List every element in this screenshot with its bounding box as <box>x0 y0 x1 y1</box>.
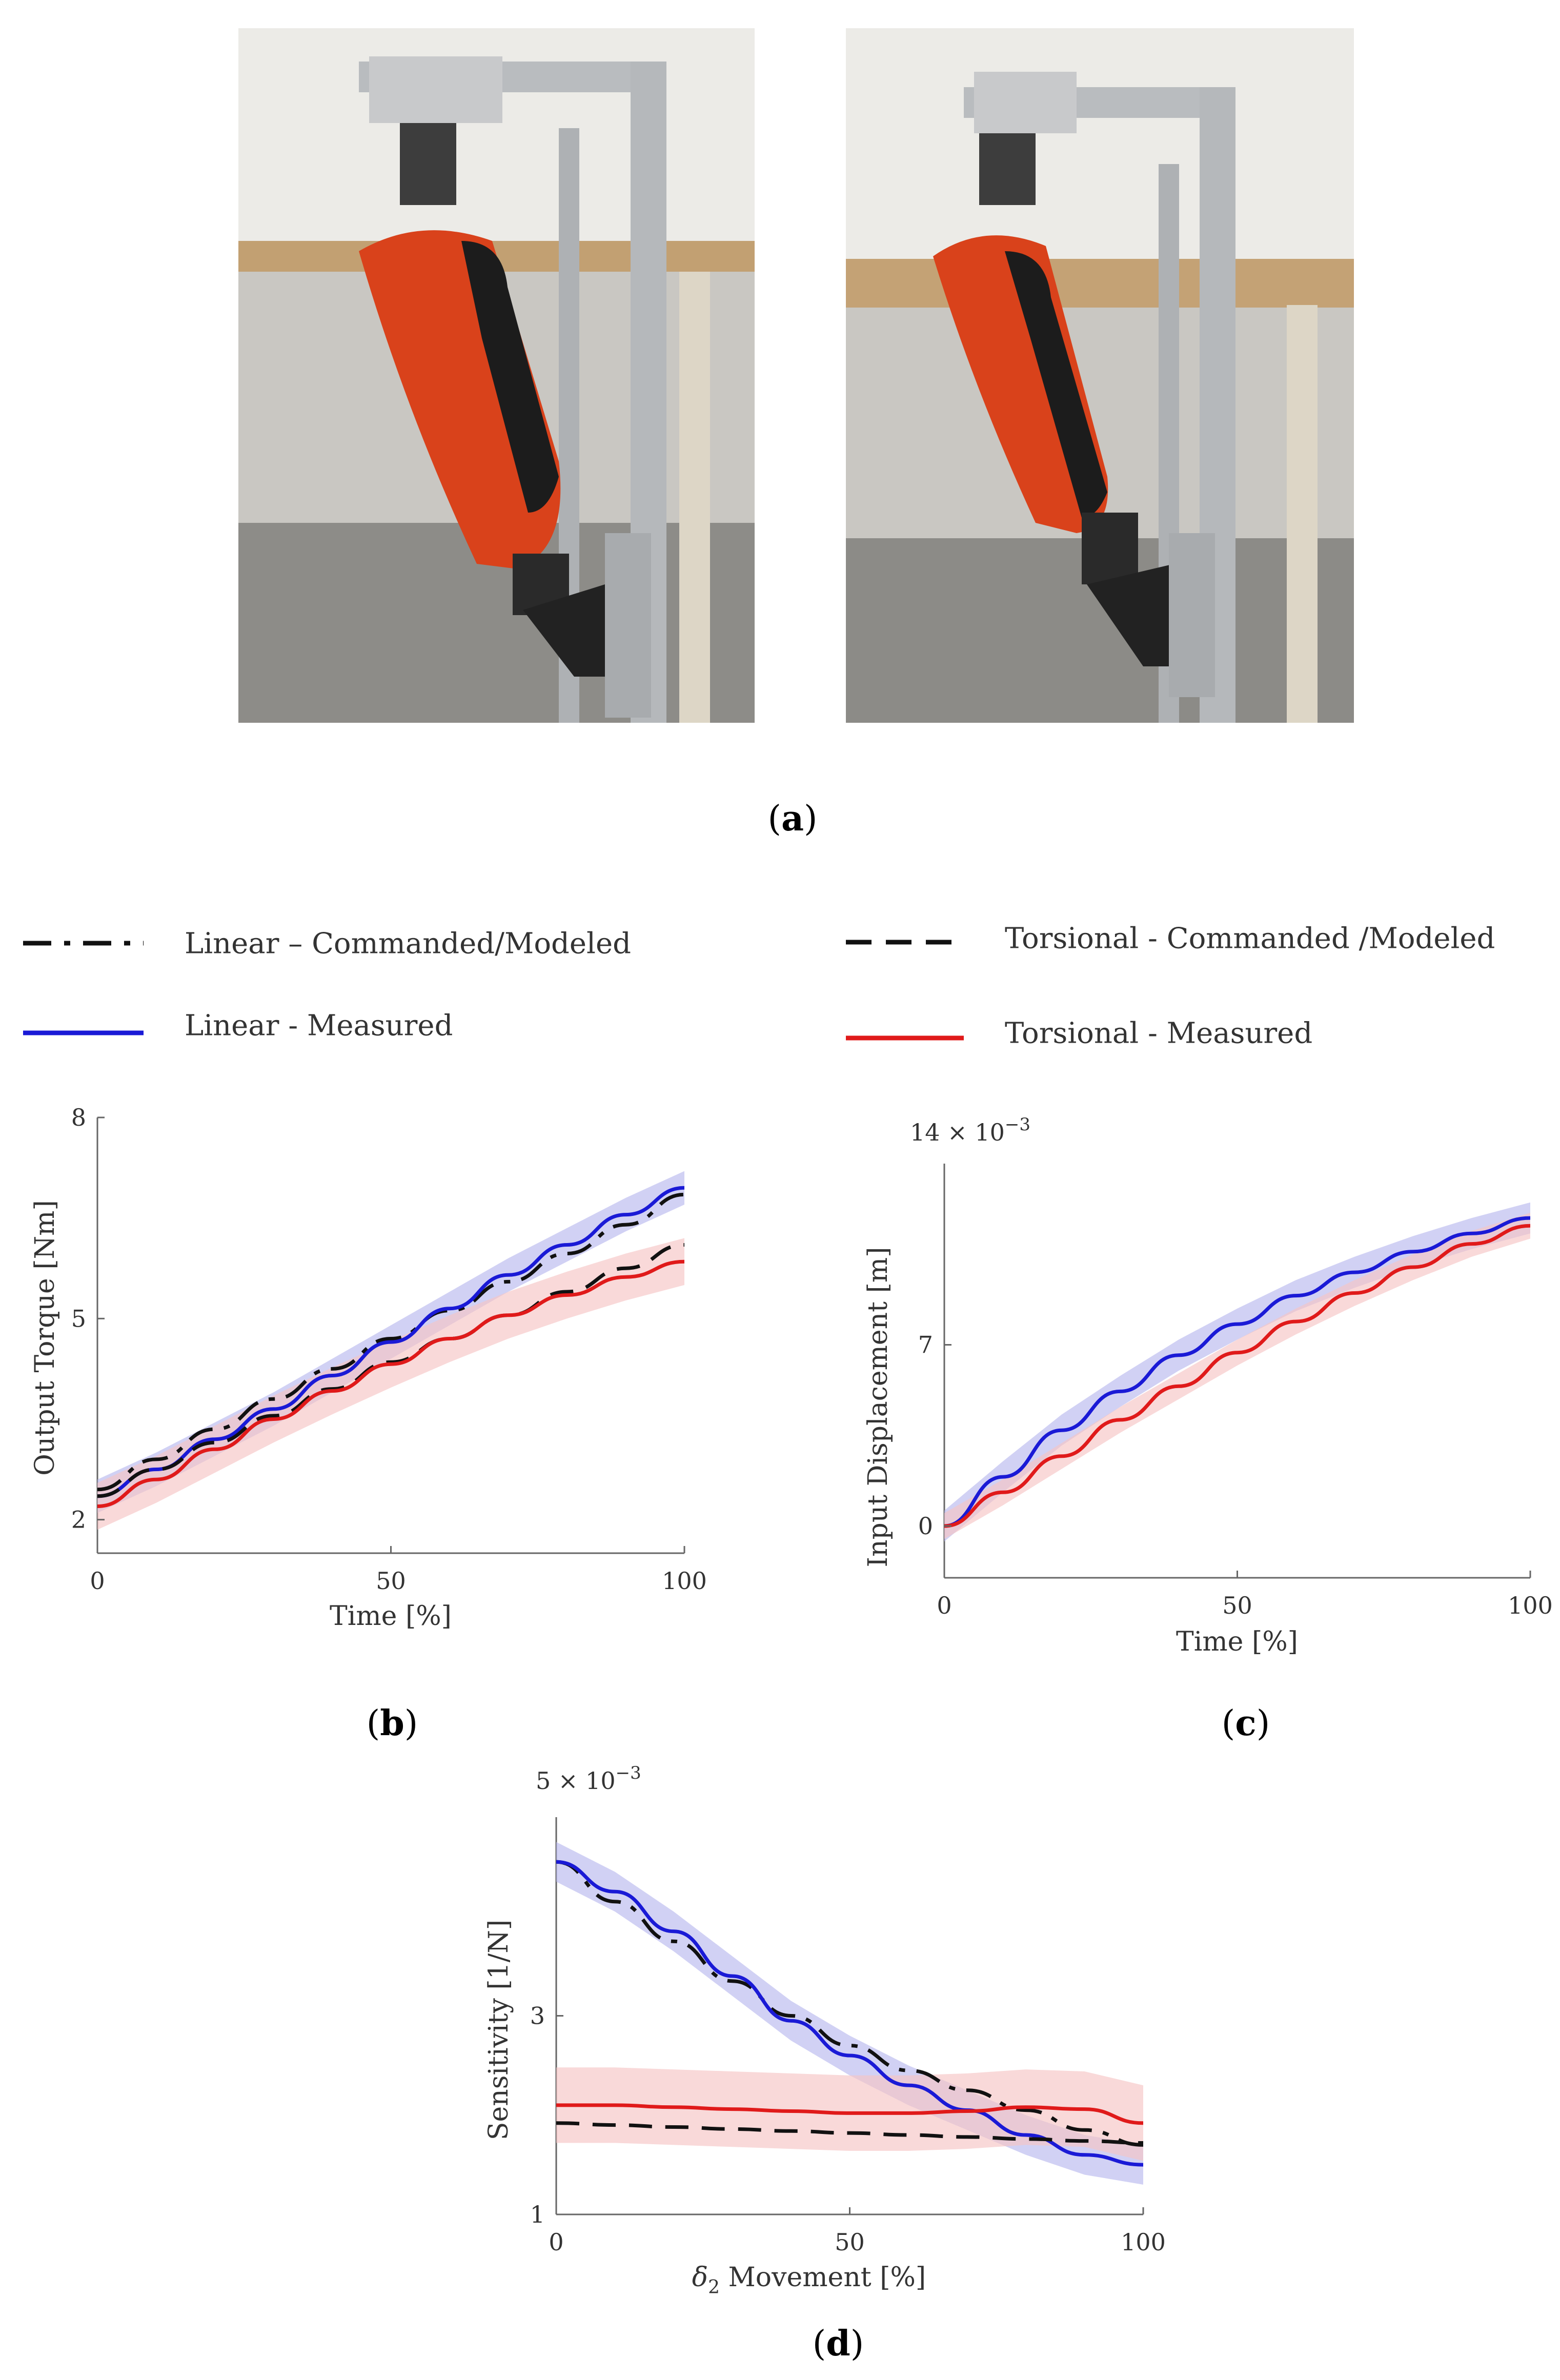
series-line-torsional-measured <box>944 1224 1531 1528</box>
y-tick-label: 5 <box>71 1305 86 1332</box>
y-axis-label: Output Torque [Nm] <box>30 1200 60 1476</box>
x-tick-label: 100 <box>1508 1592 1553 1619</box>
x-axis-label: Time [%] <box>330 1601 452 1632</box>
y-tick-label: 3 <box>530 2002 545 2030</box>
legend-label-linear-measured: Linear - Measured <box>185 1009 453 1043</box>
legend: Linear – Commanded/Modeled Linear - Meas… <box>23 922 1495 1050</box>
y-scale-factor: 14 × 10−3 <box>910 1114 1030 1146</box>
chart-input-displacement: 14 × 10−3 0 50 100 0 7 Input Displacement [m… <box>863 1114 1553 1657</box>
photo-left <box>238 28 755 723</box>
x-tick-label: 50 <box>376 1567 406 1595</box>
series-line-torsional-commanded-modeled <box>97 1243 685 1498</box>
y-axis-label: Sensitivity [1/N] <box>483 1920 514 2140</box>
x-tick-label: 0 <box>549 2228 563 2256</box>
x-tick-label: 50 <box>835 2228 865 2256</box>
band-torsional-measured <box>97 1238 684 1530</box>
y-tick-label: 2 <box>71 1506 86 1534</box>
series-line-torsional-measured <box>97 1259 685 1508</box>
panel-label-d: (d) <box>813 2323 864 2364</box>
legend-label-torsional-commanded: Torsional - Commanded /Modeled <box>1005 922 1495 955</box>
series-line-linear-commanded-modeled <box>556 1860 1144 2147</box>
y-tick-label: 1 <box>530 2201 545 2228</box>
band-torsional-measured <box>944 1212 1530 1539</box>
series-line-linear-measured <box>944 1216 1531 1528</box>
series-line-linear-measured <box>97 1186 685 1498</box>
legend-label-linear-commanded: Linear – Commanded/Modeled <box>185 927 631 961</box>
chart-output-torque: 0 50 100 2 5 8 Output Torque [Nm] Time [%] <box>30 1104 707 1632</box>
y-tick-label: 8 <box>71 1104 86 1131</box>
series-line-linear-commanded-modeled <box>97 1192 685 1492</box>
x-axis-label: δ2 Movement [%] <box>692 2262 926 2298</box>
panel-label-c: (c) <box>1222 1703 1270 1744</box>
series-line-torsional-commanded-modeled <box>556 2121 1144 2145</box>
photo-right <box>846 28 1354 723</box>
y-scale-factor: 5 × 10−3 <box>536 1763 641 1795</box>
x-axis-label: Time [%] <box>1176 1626 1298 1657</box>
x-tick-label: 100 <box>1121 2228 1166 2256</box>
x-tick-label: 0 <box>90 1567 105 1595</box>
y-tick-label: 0 <box>918 1512 933 1540</box>
y-axis-label: Input Displacement [m] <box>863 1247 894 1568</box>
chart-sensitivity: 5 × 10−3 0 50 100 1 3 Sensitivity [1/N] δ2 M… <box>483 1763 1166 2298</box>
series-line-torsional-measured <box>556 2103 1144 2125</box>
series-line-linear-measured <box>556 1860 1144 2167</box>
x-tick-label: 100 <box>662 1567 707 1595</box>
panel-label-a: (a) <box>767 798 817 839</box>
x-tick-label: 50 <box>1222 1592 1252 1619</box>
x-tick-label: 0 <box>937 1592 951 1619</box>
legend-label-torsional-measured: Torsional - Measured <box>1005 1017 1312 1050</box>
y-tick-label: 7 <box>918 1331 933 1359</box>
panel-label-b: (b) <box>367 1703 418 1744</box>
band-linear-measured <box>556 1842 1143 2185</box>
